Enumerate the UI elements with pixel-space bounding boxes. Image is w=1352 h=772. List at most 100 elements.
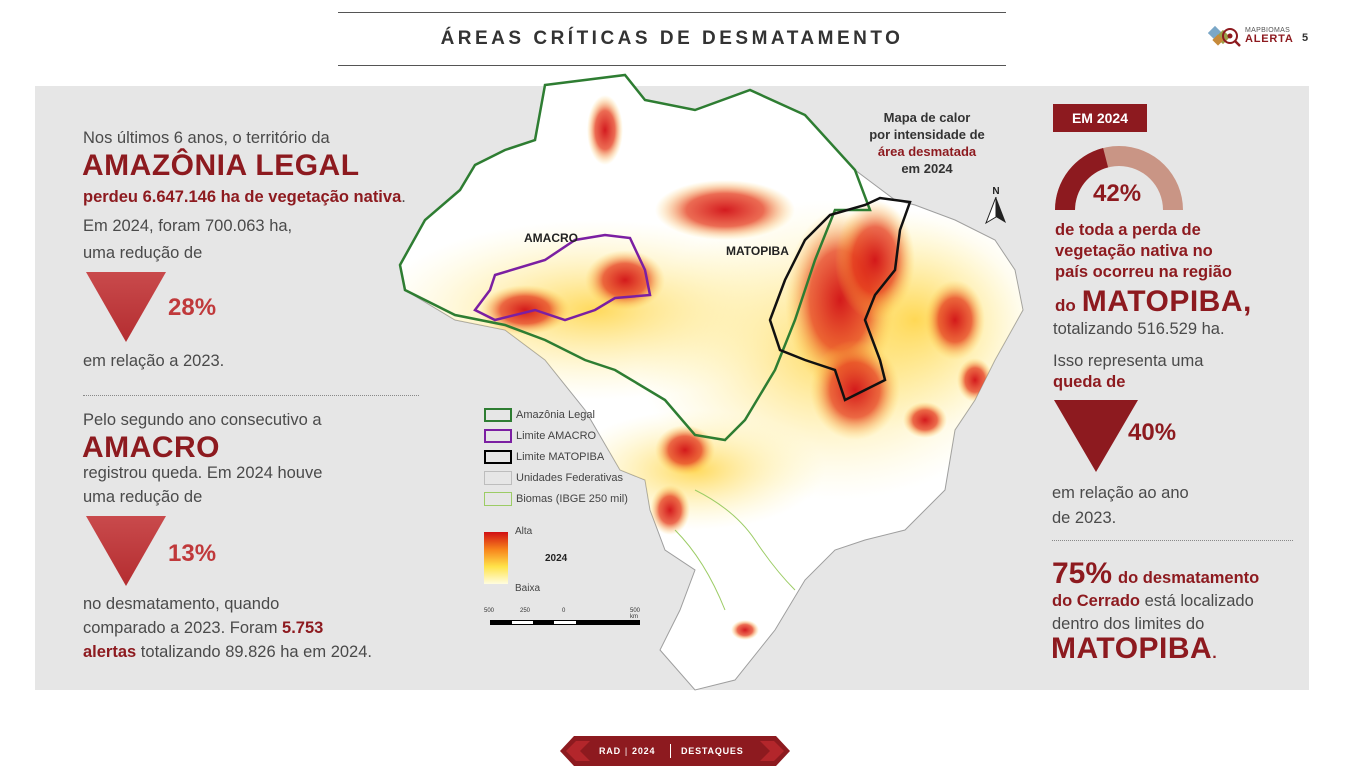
- footer-rad-label: RAD: [599, 746, 621, 756]
- heat-high-label: Alta: [515, 526, 533, 537]
- amazonia-loss-dot: .: [401, 188, 406, 206]
- legend-label: Biomas (IBGE 250 mil): [516, 492, 628, 505]
- amazonia-loss-line: perdeu 6.647.146 ha de vegetação nativa.: [83, 188, 406, 208]
- gauge-fill: [1055, 148, 1109, 210]
- legend-item-uf: Unidades Federativas: [484, 467, 628, 488]
- amazonia-percent: 28%: [168, 294, 217, 321]
- cerrado-line3: dentro dos limites do: [1052, 615, 1205, 633]
- cerrado-line1: 75% do desmatamento: [1052, 556, 1259, 592]
- north-arrow: N: [985, 186, 1007, 230]
- right-total: totalizando 516.529 ha.: [1053, 320, 1225, 338]
- right-percent: 40%: [1128, 419, 1177, 446]
- map-legend: Amazônia Legal Limite AMACRO Limite MATO…: [484, 404, 628, 509]
- scale-label: 500 km: [630, 608, 641, 620]
- cerrado-percent: 75%: [1052, 557, 1113, 590]
- legend-item-amazonia: Amazônia Legal: [484, 404, 628, 425]
- donut-percent: 42%: [1093, 180, 1142, 207]
- amazonia-after: em relação a 2023.: [83, 352, 225, 370]
- right-desc1: de toda a perda de: [1055, 221, 1201, 239]
- amacro-after1: no desmatamento, quando: [83, 595, 280, 613]
- map-label-amacro: AMACRO: [524, 231, 578, 245]
- legend-label: Limite AMACRO: [516, 429, 597, 442]
- right-desc4-big: MATOPIBA,: [1081, 285, 1252, 318]
- heat-low-label: Baixa: [515, 583, 541, 594]
- cerrado-line2: do Cerrado está localizado: [1052, 592, 1254, 612]
- scale-label: 0: [562, 608, 566, 614]
- right-line2: queda de: [1053, 373, 1126, 391]
- amacro-intro: Pelo segundo ano consecutivo a: [83, 411, 322, 429]
- down-triangle-icon: [86, 516, 166, 586]
- heat-scale-bar: [484, 532, 508, 584]
- map-label-matopiba: MATOPIBA: [726, 244, 789, 258]
- amazonia-intro: Nos últimos 6 anos, o território da: [83, 129, 330, 147]
- down-triangle-icon: [86, 272, 166, 342]
- legend-swatch: [484, 470, 512, 485]
- year-badge: EM 2024: [1053, 104, 1147, 132]
- donut-gauge: [1055, 146, 1183, 210]
- logo-icon: [1208, 25, 1241, 47]
- amazonia-title: AMAZÔNIA LEGAL: [82, 149, 360, 182]
- amacro-after2: comparado a 2023. Foram: [83, 619, 283, 637]
- divider-right: [1052, 540, 1293, 541]
- heat-year-label: 2024: [545, 553, 568, 564]
- caption-line4: em 2024: [901, 160, 953, 176]
- legend-item-matopiba: Limite MATOPIBA: [484, 446, 628, 467]
- amacro-percent: 13%: [168, 540, 217, 567]
- right-desc4: do MATOPIBA,: [1055, 284, 1252, 320]
- mapbiomas-alerta-logo: MAPBIOMAS ALERTA: [1208, 24, 1294, 48]
- scale-segments: [490, 620, 640, 625]
- down-triangle-icon: [1054, 400, 1138, 472]
- amacro-alert-count: 5.753: [282, 619, 324, 637]
- amacro-line1: registrou queda. Em 2024 houve: [83, 464, 323, 482]
- title-bar: ÁREAS CRÍTICAS DE DESMATAMENTO: [338, 12, 1006, 66]
- scale-label: 250: [520, 608, 531, 614]
- legend-item-amacro: Limite AMACRO: [484, 425, 628, 446]
- brazil-heatmap: [398, 73, 1024, 691]
- amacro-alerts-word: alertas: [83, 643, 137, 661]
- amazonia-line2: uma redução de: [83, 244, 203, 262]
- footer-section: DESTAQUES: [681, 746, 744, 756]
- amacro-after3-line: alertas totalizando 89.826 ha em 2024.: [83, 643, 372, 663]
- amazonia-line1: Em 2024, foram 700.063 ha,: [83, 217, 293, 235]
- right-after2: de 2023.: [1052, 509, 1117, 527]
- scale-bar: 500 250 0 500 km: [484, 608, 645, 625]
- right-desc4-pre: do: [1055, 296, 1076, 315]
- legend-swatch: [484, 407, 512, 422]
- footer-year: 2024: [632, 746, 656, 756]
- footer-rad: RAD | 2024: [599, 746, 656, 756]
- caption-line3: área desmatada: [877, 143, 977, 159]
- north-arrow-icon: [985, 196, 1006, 225]
- legend-swatch: [484, 428, 512, 443]
- page-title: ÁREAS CRÍTICAS DE DESMATAMENTO: [440, 28, 904, 49]
- legend-swatch: [484, 449, 512, 464]
- amacro-after3: totalizando 89.826 ha em 2024.: [136, 643, 372, 661]
- right-desc2: vegetação nativa no: [1055, 242, 1213, 260]
- legend-item-biomas: Biomas (IBGE 250 mil): [484, 488, 628, 509]
- cerrado-red: do Cerrado: [1052, 592, 1141, 610]
- amazonia-loss: perdeu 6.647.146 ha de vegetação nativa: [83, 188, 402, 206]
- north-label: N: [992, 186, 1000, 197]
- page-number: 5: [1302, 32, 1309, 44]
- cerrado-matopiba: MATOPIBA.: [1051, 632, 1217, 666]
- caption-line1: Mapa de calor: [883, 110, 971, 125]
- divider-left: [83, 395, 419, 396]
- brand-bottom: ALERTA: [1245, 33, 1294, 45]
- cerrado-dot: .: [1212, 645, 1218, 662]
- amacro-line2: uma redução de: [83, 488, 203, 506]
- legend-label: Amazônia Legal: [516, 408, 595, 421]
- footer-ribbon: [560, 736, 790, 766]
- amacro-after2-line: comparado a 2023. Foram 5.753: [83, 619, 323, 639]
- legend-label: Unidades Federativas: [516, 471, 624, 484]
- caption-line2: por intensidade de: [869, 126, 985, 142]
- right-line1: Isso representa uma: [1053, 352, 1204, 370]
- right-desc3: país ocorreu na região: [1055, 263, 1232, 281]
- scale-label: 500: [484, 608, 495, 614]
- map-caption: Mapa de calor por intensidade de área de…: [858, 110, 996, 178]
- amacro-title: AMACRO: [82, 431, 220, 464]
- footer-divider: [670, 744, 671, 758]
- brand-top: MAPBIOMAS: [1245, 27, 1291, 34]
- cerrado-text1: do desmatamento: [1118, 569, 1260, 587]
- legend-swatch: [484, 491, 512, 506]
- legend-label: Limite MATOPIBA: [516, 450, 605, 463]
- cerrado-matopiba-word: MATOPIBA: [1051, 632, 1213, 665]
